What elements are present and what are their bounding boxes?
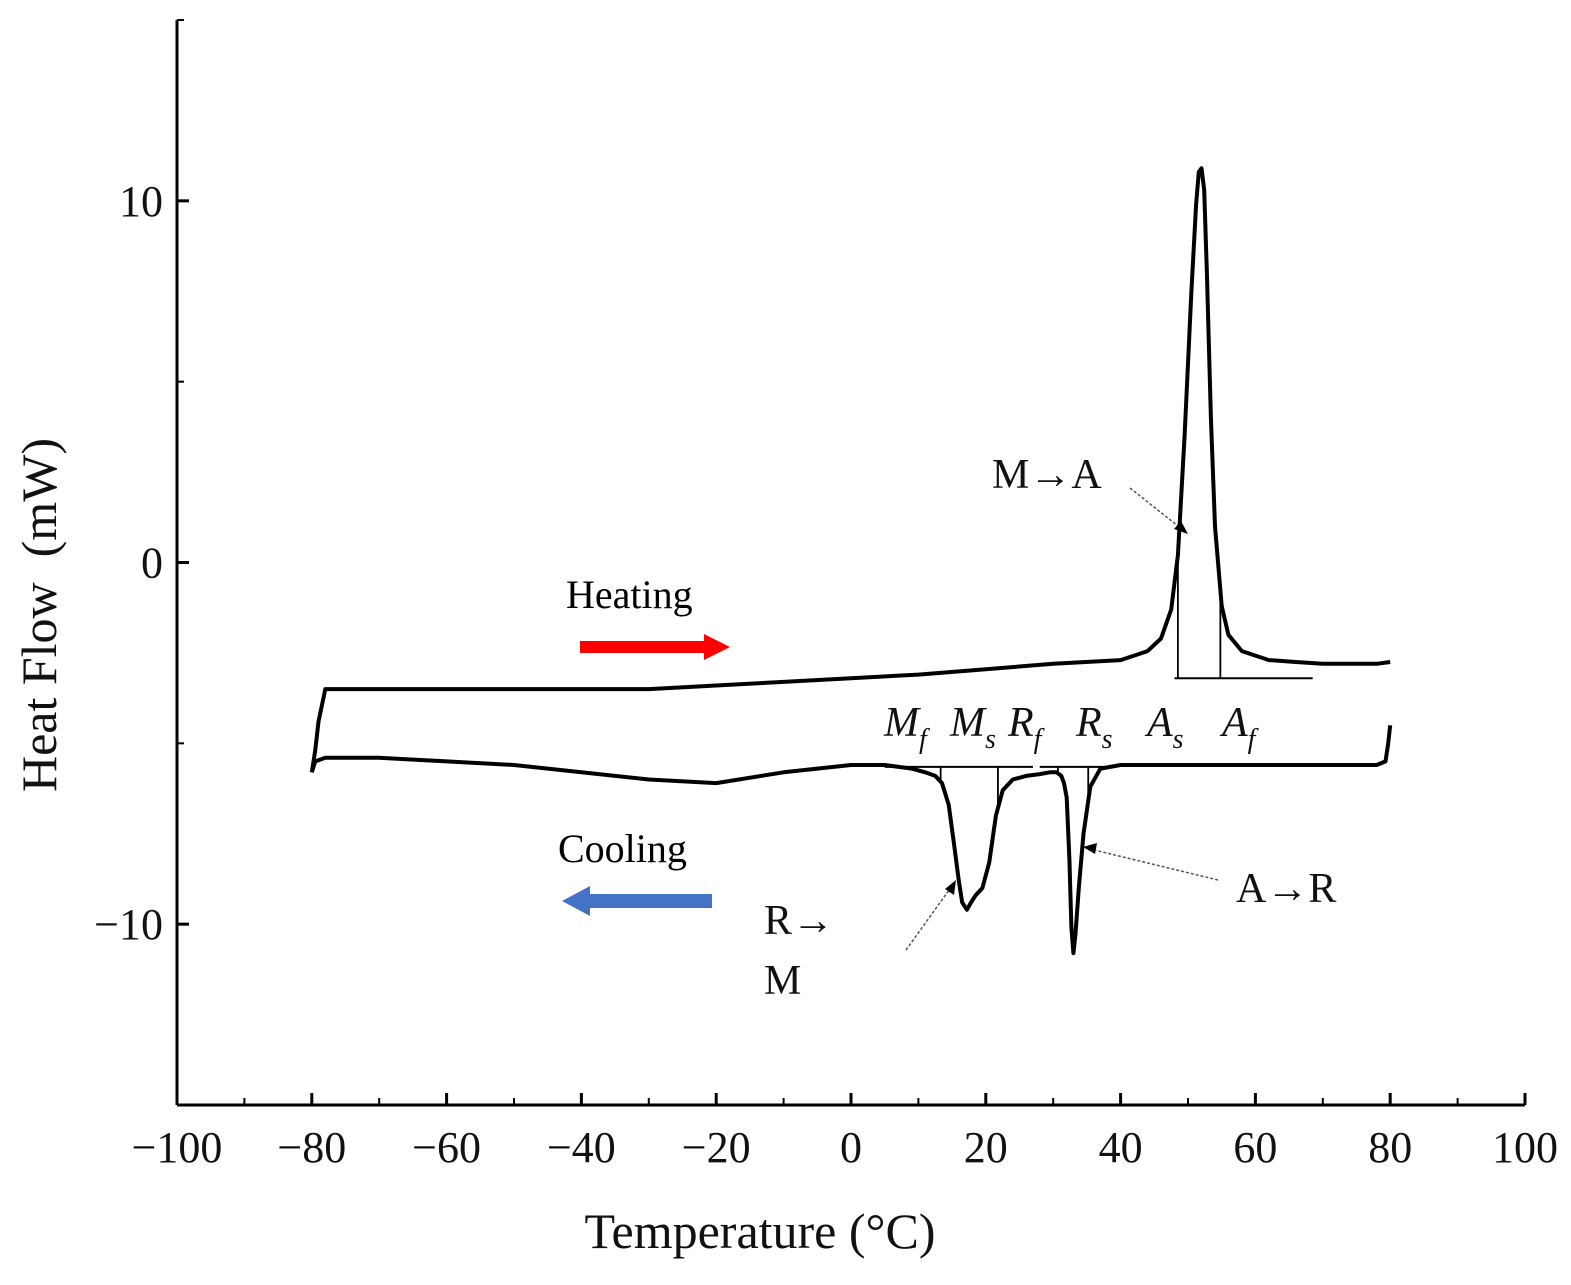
- m-to-a-annotation: M→A: [992, 452, 1102, 498]
- a-to-r-pointer: [1089, 848, 1219, 881]
- x-tick-label: −20: [682, 1123, 751, 1172]
- r-to-m-annotation-line2: M: [764, 958, 801, 1004]
- x-tick-label: −100: [132, 1123, 223, 1172]
- ms-label: Ms: [949, 700, 996, 755]
- heating-arrow: [580, 634, 730, 660]
- x-tick-label: 40: [1099, 1123, 1143, 1172]
- heating-label: Heating: [566, 572, 693, 617]
- y-axis-title: Heat Flow (mW): [11, 438, 67, 792]
- y-tick-label: −10: [94, 900, 163, 949]
- x-tick-label: −60: [412, 1123, 481, 1172]
- r-to-m-arrowhead: [945, 880, 956, 895]
- x-tick-label: 80: [1368, 1123, 1412, 1172]
- x-tick-label: 60: [1233, 1123, 1277, 1172]
- x-tick-label: −40: [547, 1123, 616, 1172]
- a-to-r-annotation: A→R: [1236, 866, 1336, 912]
- x-ticks: −100 −80 −60 −40 −20 0 20 40 60 80 100: [132, 1093, 1558, 1172]
- x-tick-label: 100: [1492, 1123, 1558, 1172]
- r-to-m-annotation-line1: R→: [764, 898, 834, 944]
- cooling-label: Cooling: [558, 826, 687, 871]
- cooling-curve: [309, 725, 1393, 956]
- a-to-r-arrowhead: [1083, 843, 1097, 854]
- x-tick-label: −80: [277, 1123, 346, 1172]
- y-ticks: 10 0 −10: [94, 19, 189, 1106]
- transition-marker-lines: [939, 555, 1222, 809]
- x-axis-title: Temperature (°C): [584, 1203, 935, 1259]
- af-label: Af: [1219, 700, 1259, 755]
- heating-curve: [309, 166, 1391, 773]
- x-tick-label: 0: [840, 1123, 862, 1172]
- x-tick-label: 20: [964, 1123, 1008, 1172]
- y-tick-label: 0: [141, 539, 163, 588]
- m-to-a-pointer: [1129, 487, 1184, 531]
- rs-label: Rs: [1075, 700, 1113, 755]
- cooling-arrow: [562, 886, 712, 916]
- m-to-a-arrowhead: [1174, 521, 1188, 534]
- rf-label: Rf: [1007, 700, 1045, 755]
- mf-label: Mf: [883, 700, 930, 755]
- baselines: [884, 677, 1313, 768]
- r-to-m-pointer: [905, 885, 953, 951]
- as-label: As: [1144, 700, 1184, 755]
- y-tick-label: 10: [119, 177, 163, 226]
